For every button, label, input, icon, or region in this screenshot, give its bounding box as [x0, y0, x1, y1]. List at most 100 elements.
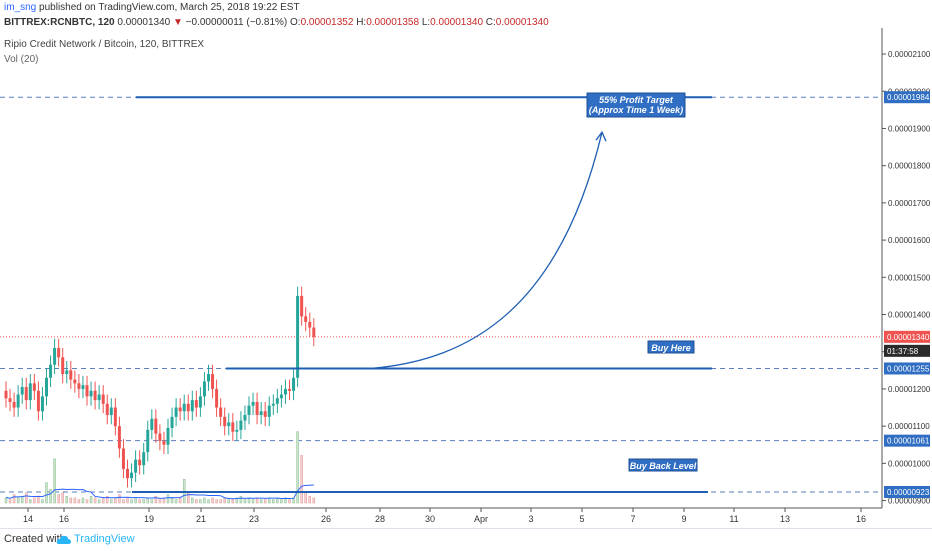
price-badge	[884, 330, 930, 343]
candle-body	[61, 357, 65, 375]
tradingview-brand[interactable]: TradingView	[74, 533, 135, 545]
candle-body	[198, 396, 202, 408]
candle-body	[130, 472, 134, 479]
candle-body	[20, 387, 24, 395]
candle-body	[259, 411, 263, 415]
candle-body	[215, 388, 219, 408]
volume-bar	[195, 499, 198, 504]
candle-body	[81, 385, 85, 389]
open-value: 0.00001352	[300, 17, 354, 28]
candle-body	[97, 394, 101, 401]
price-badge	[884, 91, 930, 104]
candle-body	[154, 418, 158, 434]
volume-bar	[280, 499, 283, 504]
volume-bar	[29, 499, 32, 504]
volume-bar	[81, 497, 85, 504]
volume-bar	[122, 499, 125, 504]
price-tick-label: 0.00002100	[888, 50, 931, 59]
candle-body	[101, 394, 105, 404]
volume-legend: Vol (20)	[4, 54, 39, 65]
candle-body	[263, 411, 267, 417]
candle-body	[8, 398, 12, 402]
volume-bar	[33, 497, 36, 504]
volume-ma-line	[5, 484, 314, 500]
time-tick-label: 23	[249, 514, 259, 524]
price-badge	[884, 362, 930, 375]
buy-here-label-text: Buy Here	[651, 343, 691, 353]
volume-bar	[308, 495, 311, 504]
candle-body	[73, 379, 77, 384]
price-badge	[884, 434, 930, 447]
volume-bar	[231, 499, 235, 504]
candle-body	[24, 387, 28, 401]
candle-body	[150, 418, 154, 430]
candle-body	[279, 394, 283, 399]
volume-bar	[263, 499, 267, 504]
profit-target-label-box	[586, 92, 686, 118]
candle-body	[138, 459, 142, 466]
volume-bar	[89, 495, 93, 504]
price-badge-text: 0.00000923	[887, 488, 930, 497]
change-arrow-icon: ▼	[172, 17, 183, 28]
volume-bar	[219, 499, 222, 504]
volume-bar	[106, 495, 109, 504]
candle-body	[170, 416, 174, 428]
candle-body	[166, 428, 170, 445]
candle-body	[121, 448, 125, 469]
price-tick-label: 0.00000900	[888, 497, 931, 506]
volume-bar	[130, 499, 133, 504]
candle-body	[190, 400, 194, 412]
candle-body	[231, 422, 235, 432]
volume-bar	[138, 499, 141, 504]
close-label: C:	[485, 17, 496, 28]
price-tick-label: 0.00001600	[888, 236, 931, 245]
close-value: 0.00001340	[495, 17, 549, 28]
candle-body	[69, 370, 73, 380]
volume-bar	[259, 499, 263, 504]
volume-bar	[101, 497, 105, 504]
candle-body	[109, 407, 113, 415]
volume-bar	[12, 494, 16, 504]
author-link[interactable]: im_sng	[4, 2, 37, 13]
publish-info: im_sng published on TradingView.com, Mar…	[4, 2, 300, 13]
candle-body	[255, 401, 259, 415]
buy-back-label-box	[628, 458, 698, 472]
candle-body	[186, 403, 190, 412]
created-with-text: Created with	[4, 533, 66, 545]
candle-body	[235, 429, 239, 432]
high-value: 0.00001358	[366, 17, 420, 28]
volume-bar	[65, 495, 68, 504]
candle-body	[113, 407, 117, 427]
candle-body	[271, 403, 275, 406]
candle-body	[211, 374, 215, 389]
footer-bar: Created with TradingView	[0, 528, 932, 551]
time-tick-label: 13	[780, 514, 790, 524]
candle-body	[239, 420, 243, 430]
volume-bar	[4, 497, 8, 504]
price-badge-text: 01:37:58	[887, 347, 919, 356]
volume-bar	[49, 489, 52, 504]
volume-bar	[114, 497, 117, 504]
candle-body	[178, 407, 182, 412]
price-tick-label: 0.00001700	[888, 199, 931, 208]
volume-bar	[199, 499, 202, 504]
time-tick-label: 26	[321, 514, 331, 524]
time-tick-label: 28	[375, 514, 385, 524]
volume-bar	[178, 497, 182, 504]
volume-bar	[243, 499, 247, 504]
price-tick-label: 0.00001000	[888, 459, 931, 468]
candle-body	[194, 400, 198, 408]
profit-target-label-text: (Approx Time 1 Week)	[589, 105, 683, 115]
candle-body	[202, 381, 206, 397]
candle-body	[89, 390, 93, 397]
time-tick-label: 5	[579, 514, 584, 524]
time-tick-label: 21	[196, 514, 206, 524]
candle-body	[4, 390, 8, 399]
candle-body	[296, 295, 300, 378]
candle-body	[45, 377, 48, 397]
tradingview-cloud-icon	[56, 535, 71, 544]
candle-body	[292, 377, 296, 391]
volume-bar	[312, 497, 316, 504]
candle-body	[117, 426, 121, 449]
